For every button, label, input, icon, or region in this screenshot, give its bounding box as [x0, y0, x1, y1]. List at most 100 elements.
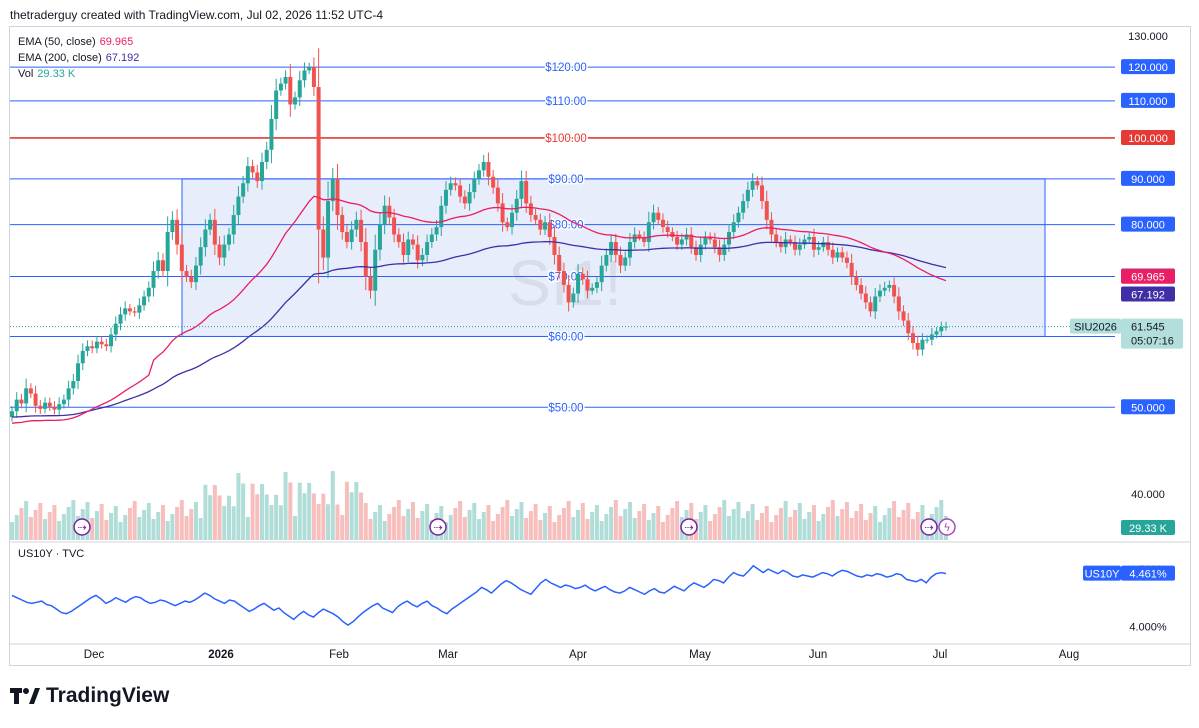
candle-body	[472, 178, 477, 193]
us10y-last-label: 4.461%	[1129, 569, 1167, 581]
volume-bar	[613, 500, 618, 540]
volume-bar	[175, 507, 180, 540]
volume-bar	[151, 519, 156, 540]
indicator-legend: EMA (50, close) 69.965 EMA (200, close) 67…	[18, 34, 139, 82]
volume-bar	[481, 512, 486, 540]
candle-body	[429, 234, 434, 243]
volume-bar	[826, 507, 831, 540]
volume-bar	[401, 516, 406, 540]
candle-body	[613, 242, 618, 255]
volume-bar	[363, 503, 368, 540]
volume-bar	[170, 514, 175, 540]
candle-body	[826, 242, 831, 250]
volume-bar	[160, 505, 165, 540]
volume-bar	[854, 511, 859, 540]
volume-bar	[561, 508, 566, 540]
x-tick-Jul: Jul	[933, 649, 948, 661]
volume-bar	[288, 482, 293, 540]
volume-bar	[71, 500, 76, 540]
candle-body	[217, 244, 222, 258]
x-tick-Mar: Mar	[438, 649, 458, 661]
candle-body	[547, 222, 552, 237]
candle-body	[123, 308, 128, 315]
axis-box-80	[1121, 216, 1175, 232]
volume-bar	[788, 517, 793, 540]
volume-bar	[260, 484, 265, 540]
event-marker-icon	[73, 518, 91, 536]
legend-ema200[interactable]: EMA (200, close) 67.192	[18, 50, 139, 66]
volume-bar	[703, 505, 708, 540]
legend-volume[interactable]: Vol 29.33 K	[18, 66, 139, 82]
candle-body	[580, 273, 585, 280]
us10y-last-box	[1121, 565, 1175, 581]
volume-bar	[873, 506, 878, 540]
volume-bar	[557, 515, 562, 540]
candle-body	[887, 284, 892, 288]
candle-body	[760, 185, 765, 202]
candle-body	[599, 265, 604, 283]
volume-bar	[453, 508, 458, 540]
volume-bar	[274, 494, 279, 540]
candle-body	[255, 172, 260, 182]
x-tick-Aug: Aug	[1059, 649, 1079, 661]
volume-bar	[142, 510, 147, 540]
volume-bar	[793, 510, 798, 540]
volume-bar	[99, 504, 104, 540]
candle-body	[137, 305, 142, 313]
volume-bar	[755, 520, 760, 540]
candle-body	[807, 236, 812, 240]
volume-bar	[774, 515, 779, 540]
volume-bar	[590, 512, 595, 540]
volume-bar	[887, 508, 892, 540]
candle-body	[330, 178, 335, 202]
candle-body	[354, 219, 359, 230]
candle-body	[434, 227, 439, 235]
volume-bar	[627, 502, 632, 540]
volume-bar	[316, 504, 321, 540]
us10y-badge-label: US10Y	[1085, 569, 1121, 581]
volume-bar	[491, 521, 496, 540]
volume-bar	[396, 500, 401, 540]
volume-bar	[33, 510, 38, 540]
candle-body	[561, 271, 566, 285]
candles	[10, 48, 948, 422]
candle-body	[854, 276, 859, 285]
volume-bar	[656, 506, 661, 540]
volume-bar	[57, 521, 62, 540]
volume-bar	[19, 508, 24, 540]
volume-bar	[514, 509, 519, 540]
volume-bar	[906, 503, 911, 540]
candle-body	[458, 185, 463, 197]
candle-body	[382, 205, 387, 225]
candle-body	[646, 222, 651, 243]
volume-bar	[797, 503, 802, 540]
candle-body	[665, 227, 670, 233]
volume-bar	[510, 516, 515, 540]
volume-bar	[340, 515, 345, 540]
volume-bar	[646, 520, 651, 540]
volume-bar	[571, 517, 576, 540]
candle-body	[170, 219, 175, 233]
candle-body	[462, 196, 467, 204]
volume-bar	[137, 517, 142, 540]
volume-bar	[28, 517, 33, 540]
volume-bar	[764, 506, 769, 540]
candle-body	[510, 212, 515, 228]
volume-bar	[179, 500, 184, 540]
candle-body	[868, 302, 873, 312]
us10y-badge	[1083, 565, 1121, 581]
candle-body	[94, 341, 99, 349]
volume-bar	[373, 512, 378, 540]
candle-body	[816, 247, 821, 250]
candle-body	[934, 331, 939, 335]
vol-axis-box	[1121, 520, 1175, 535]
candle-body	[491, 176, 496, 188]
volume-bar	[43, 519, 48, 540]
volume-bar	[118, 522, 123, 540]
volume-bar	[349, 492, 354, 540]
volume-bar	[830, 500, 835, 540]
volume-bar	[165, 521, 170, 540]
volume-bar	[533, 504, 538, 540]
legend-ema50[interactable]: EMA (50, close) 69.965	[18, 34, 139, 50]
